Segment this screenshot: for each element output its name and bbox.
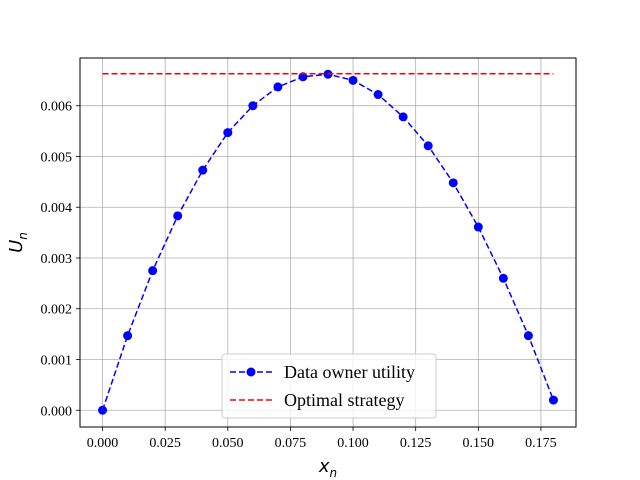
y-tick-label: 0.004 (41, 201, 73, 216)
legend-label-optimal-strategy: Optimal strategy (284, 390, 404, 410)
y-tick-label: 0.006 (41, 100, 73, 115)
data-point (123, 331, 133, 341)
series-layer (98, 69, 558, 415)
x-tick-label: 0.075 (275, 436, 307, 451)
x-tick-label: 0.000 (87, 436, 119, 451)
data-point (198, 165, 208, 175)
legend-box (221, 353, 437, 419)
data-point (448, 178, 458, 188)
data-point (373, 90, 383, 100)
data-point (173, 211, 183, 221)
legend-label-data-owner-utility: Data owner utility (284, 362, 415, 382)
y-tick-label: 0.001 (41, 353, 73, 368)
data-point (98, 405, 108, 415)
data-point (223, 128, 233, 138)
data-point (298, 72, 308, 82)
data-point (548, 395, 558, 405)
x-tick-label: 0.050 (212, 436, 244, 451)
y-tick-label: 0.002 (41, 303, 73, 318)
plot-frame (79, 57, 577, 428)
data-point (248, 101, 258, 111)
x-tick-label: 0.125 (400, 436, 432, 451)
data-point (423, 141, 433, 151)
ticks: 0.000 0.025 0.050 0.075 0.100 0.125 0.150 0.175… (41, 100, 557, 451)
x-axis-label: xn (318, 456, 337, 480)
data-point (523, 331, 533, 341)
data-point (148, 266, 158, 276)
data-point (398, 112, 408, 122)
legend: Data owner utility Optimal strategy (221, 353, 437, 419)
y-tick-label: 0.000 (41, 404, 73, 419)
grid (80, 58, 576, 427)
x-tick-label: 0.025 (149, 436, 181, 451)
x-tick-label: 0.175 (525, 436, 557, 451)
y-tick-label: 0.005 (41, 150, 73, 165)
data-point (498, 273, 508, 283)
data-point (273, 82, 283, 92)
legend-marker-data-owner-utility (246, 367, 256, 377)
y-axis-label: Un (6, 232, 30, 253)
y-tick-label: 0.003 (41, 252, 73, 267)
x-tick-label: 0.100 (337, 436, 369, 451)
data-point (348, 75, 358, 85)
data-point (473, 222, 483, 232)
x-tick-label: 0.150 (463, 436, 495, 451)
